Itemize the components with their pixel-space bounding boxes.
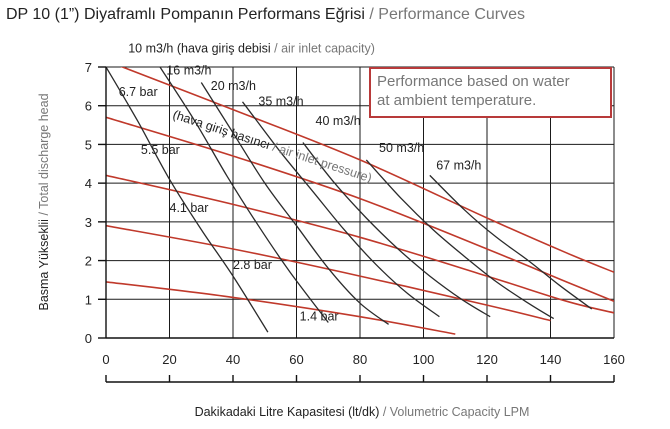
note-box: Performance based on water at ambient te… [369, 67, 612, 118]
air-inlet-curve-3 [241, 101, 440, 318]
y-tick-label-5: 5 [85, 137, 92, 152]
air-inlet-label-text: 50 m3/h [379, 141, 424, 155]
x-axis-title-sub: Volumetric Capacity LPM [390, 405, 530, 419]
y-axis-title-main: Basma Yükseklii [37, 219, 51, 310]
axes: 0 1 2 3 4 5 6 7 0 20 40 60 80 100 120 140 160 [85, 60, 625, 383]
pressure-label-1: 5.5 bar [141, 143, 180, 157]
x-tick-label-0: 0 [102, 352, 109, 367]
y-tick-label-3: 3 [85, 215, 92, 230]
pressure-curve-2 [106, 174, 614, 314]
air-inlet-label-6: 67 m3/h [436, 159, 481, 173]
air-inlet-label-3: 35 m3/h [258, 95, 303, 109]
title-main: DP 10 (1”) Diyaframlı Pompanın Performan… [6, 6, 365, 23]
pressure-label-2: 4.1 bar [170, 201, 209, 215]
note-line-2: at ambient temperature. [377, 92, 536, 109]
x-tick-label-7: 140 [540, 352, 562, 367]
pressure-label-4: 1.4 bar [300, 310, 339, 324]
air-inlet-curve-0 [106, 67, 269, 333]
title-sub: Performance Curves [378, 6, 525, 23]
x-axis-title-main: Dakikadaki Litre Kapasitesi (lt/dk) [195, 405, 380, 419]
x-tick-label-5: 100 [413, 352, 435, 367]
air-inlet-label-0: 10 m3/h (hava giriş debisi / air inlet c… [128, 41, 375, 55]
air-inlet-label-text: 16 m3/h [166, 64, 211, 78]
pressure-curve-1 [106, 116, 614, 302]
air-inlet-label-2: 20 m3/h [211, 79, 256, 93]
pressure-label-3: 2.8 bar [233, 258, 272, 272]
curve-labels: 10 m3/h (hava giriş debisi / air inlet c… [119, 41, 482, 323]
title-separator: / [364, 6, 379, 23]
x-tick-label-4: 80 [353, 352, 367, 367]
y-tick-label-7: 7 [85, 60, 92, 75]
pressure-curves [106, 67, 614, 335]
air-inlet-label-text: 40 m3/h [316, 114, 361, 128]
y-axis-title-separator: / [37, 209, 51, 219]
pressure-curve-4 [106, 281, 456, 335]
x-tick-label-3: 60 [289, 352, 303, 367]
air-inlet-label-1: 16 m3/h [166, 64, 211, 78]
x-tick-label-1: 20 [162, 352, 176, 367]
page-title: DP 10 (1”) Diyaframlı Pompanın Performan… [6, 6, 525, 24]
pressure-curve-0 [120, 67, 614, 273]
air-inlet-curve-4 [302, 142, 491, 318]
x-tick-label-2: 40 [226, 352, 240, 367]
x-axis-title-separator: / [379, 405, 389, 419]
air-inlet-curve-5 [365, 159, 555, 320]
air-inlet-label-text: 35 m3/h [258, 95, 303, 109]
y-axis-title-sub: Total discharge head [37, 93, 51, 208]
y-tick-label-1: 1 [85, 292, 92, 307]
air-inlet-label-5: 50 m3/h [379, 141, 424, 155]
x-tick-label-6: 120 [476, 352, 498, 367]
air-inlet-label-4: 40 m3/h [316, 114, 361, 128]
air-inlet-label-gray: / air inlet capacity) [271, 41, 375, 55]
y-axis-title: Basma Yükseklii / Total discharge head [37, 93, 51, 310]
y-tick-label-4: 4 [85, 176, 92, 191]
pressure-header-sub: air inlet pressure) [277, 142, 373, 185]
y-tick-label-2: 2 [85, 254, 92, 269]
air-inlet-curve-2 [200, 82, 389, 325]
air-inlet-curves [106, 67, 593, 333]
pressure-header-separator: / [268, 139, 282, 156]
pressure-curve-3 [106, 224, 551, 322]
air-inlet-label-text: 10 m3/h (hava giriş debisi [128, 41, 270, 55]
y-tick-label-6: 6 [85, 99, 92, 114]
air-inlet-curve-1 [159, 67, 329, 323]
note-line-1: Performance based on water [377, 73, 570, 90]
pressure-label-0: 6.7 bar [119, 85, 158, 99]
x-tick-label-8: 160 [603, 352, 625, 367]
x-axis-title: Dakikadaki Litre Kapasitesi (lt/dk) / Vo… [195, 405, 530, 419]
air-inlet-label-text: 67 m3/h [436, 159, 481, 173]
y-tick-label-0: 0 [85, 331, 92, 346]
air-inlet-label-text: 20 m3/h [211, 79, 256, 93]
air-inlet-curve-6 [429, 174, 593, 310]
